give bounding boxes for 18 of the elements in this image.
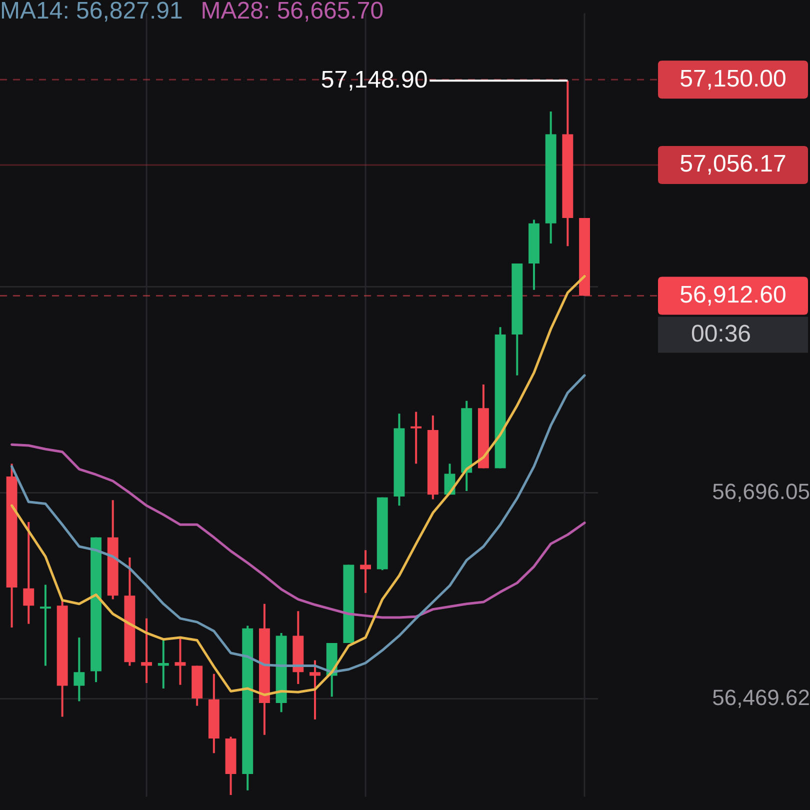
candlestick xyxy=(23,520,34,625)
candlestick xyxy=(40,584,51,667)
candlestick xyxy=(360,549,372,594)
y-tick-label: 56,696.05 xyxy=(712,478,810,504)
ref-line-label: 57,056.17 xyxy=(680,150,786,178)
candlestick xyxy=(310,659,320,720)
annotation: 57,148.90 xyxy=(320,66,428,94)
candlestick xyxy=(174,637,186,686)
candlestick xyxy=(141,617,152,684)
text: 00:36 xyxy=(690,320,752,348)
ref-line-label: 57,150.00 xyxy=(680,65,786,92)
candlestick xyxy=(74,636,85,702)
candlestick xyxy=(410,410,422,465)
ref-line-label: 56,912.60 xyxy=(680,281,786,308)
candlestick xyxy=(158,639,169,690)
text: MA14: 56,827.91 xyxy=(0,0,183,25)
y-tick-label: 56,469.62 xyxy=(712,684,810,710)
text: MA28: 56,665.70 xyxy=(200,0,384,25)
